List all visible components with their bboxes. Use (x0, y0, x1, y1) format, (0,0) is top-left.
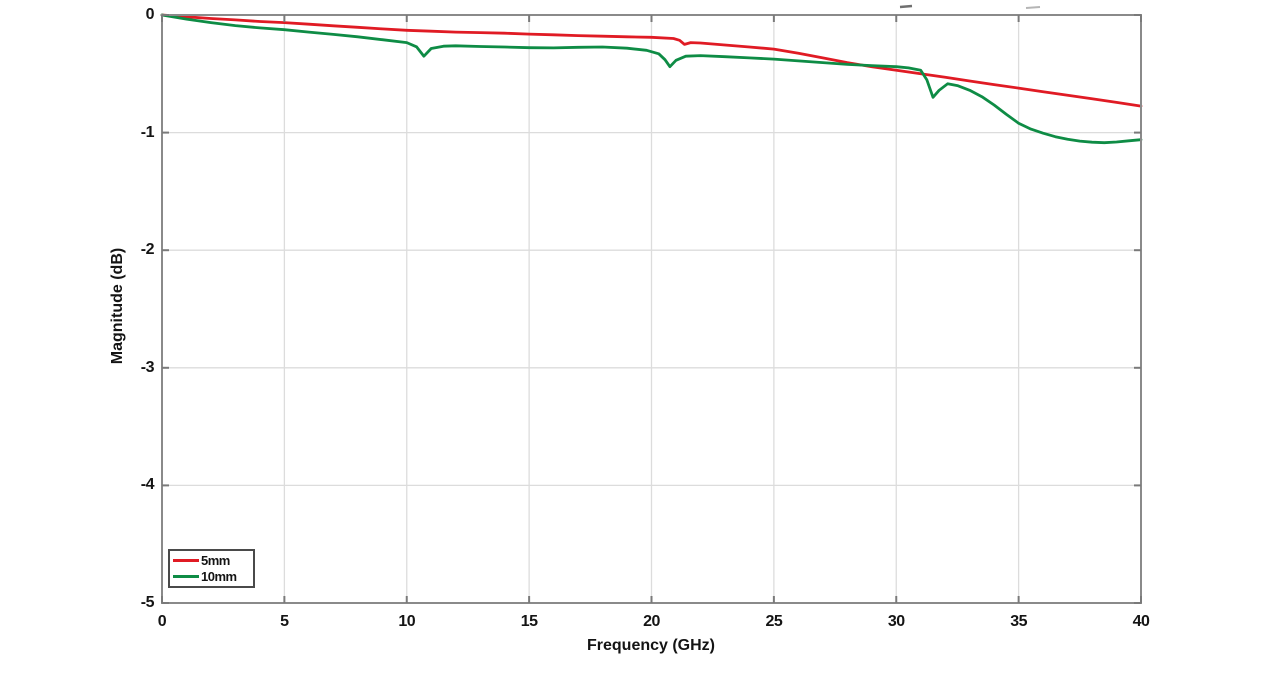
y-tick-label: -5 (140, 594, 155, 611)
stray-mark (1025, 6, 1041, 9)
x-tick-label: 30 (887, 613, 905, 630)
legend-line-sample (173, 559, 199, 563)
y-tick-label: 0 (145, 6, 155, 23)
legend-item-10mm: 10mm (173, 570, 250, 583)
series-line-10mm (160, 13, 1143, 145)
y-axis-title: Magnitude (dB) (109, 247, 126, 365)
y-tick-label: -4 (140, 476, 155, 494)
x-tick-label: 40 (1132, 613, 1150, 630)
x-tick-label: 20 (643, 613, 660, 630)
x-tick-label: 15 (520, 613, 538, 630)
x-tick-label: 35 (1010, 613, 1028, 630)
y-tick-label: -1 (140, 123, 155, 141)
x-tick-label: 0 (157, 613, 167, 630)
x-axis-title: Frequency (GHz) (586, 637, 716, 654)
x-tick-label: 5 (280, 613, 289, 630)
x-tick-label: 25 (765, 613, 783, 630)
y-tick-label: -2 (140, 241, 155, 259)
legend: 5mm 10mm (168, 549, 255, 588)
series-line-5mm (160, 13, 1143, 108)
legend-line-sample (173, 574, 199, 578)
legend-label: 5mm (201, 553, 230, 569)
legend-item-5mm: 5mm (173, 554, 250, 567)
y-tick-label: -3 (140, 358, 155, 376)
x-tick-label: 10 (398, 613, 416, 630)
legend-label: 10mm (201, 568, 237, 584)
stray-mark (899, 4, 913, 9)
